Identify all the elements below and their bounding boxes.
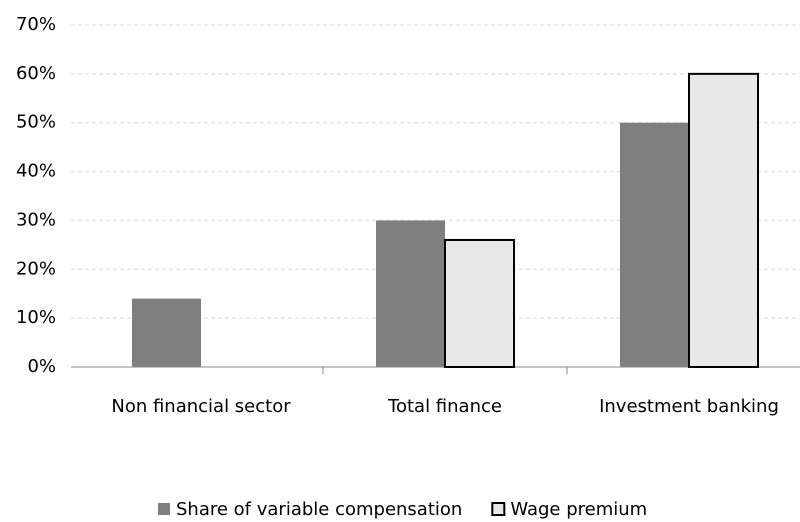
y-tick-label: 50%: [16, 112, 56, 133]
bar: [376, 220, 445, 367]
legend-label: Share of variable compensation: [176, 499, 462, 520]
bar: [688, 72, 759, 368]
legend-swatch: [158, 503, 170, 515]
bar: [132, 298, 201, 367]
y-tick-label: 40%: [16, 161, 56, 182]
x-tick-label: Investment banking: [599, 396, 779, 417]
y-tick-label: 20%: [16, 258, 56, 279]
legend-label: Wage premium: [510, 499, 647, 520]
y-tick-label: 60%: [16, 63, 56, 84]
bar: [444, 238, 515, 369]
x-tick-label: Total finance: [387, 396, 502, 417]
y-tick-label: 30%: [16, 209, 56, 230]
y-tick-label: 70%: [16, 14, 56, 35]
legend-swatch: [491, 502, 506, 516]
x-tick-label: Non financial sector: [111, 396, 291, 417]
y-tick-label: 10%: [16, 307, 56, 328]
bar: [620, 122, 689, 367]
y-tick-label: 0%: [27, 356, 56, 377]
